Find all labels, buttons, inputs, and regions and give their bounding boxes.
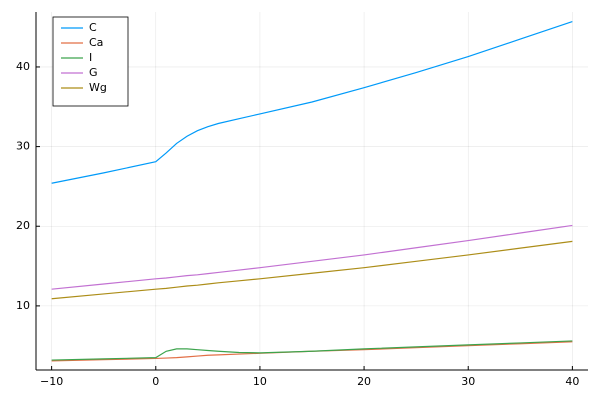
legend-label: Wg: [89, 81, 107, 94]
legend-label: I: [89, 51, 92, 64]
y-tick-label: 20: [16, 219, 30, 232]
line-series: [51, 341, 573, 362]
line-series: [51, 340, 573, 361]
legend-label: Ca: [89, 36, 103, 49]
legend-label: G: [89, 66, 98, 79]
x-tick-label: 0: [152, 375, 159, 388]
x-tick-label: −10: [40, 375, 63, 388]
line-series: [51, 240, 573, 300]
y-tick-label: 30: [16, 140, 30, 153]
x-tick-label: 20: [357, 375, 371, 388]
y-tick-label: 40: [16, 60, 30, 73]
line-series: [51, 224, 573, 290]
line-series: [51, 20, 573, 184]
x-tick-label: 40: [565, 375, 579, 388]
legend-label: C: [89, 21, 97, 34]
legend-box: [52, 16, 129, 107]
y-tick-label: 10: [16, 299, 30, 312]
x-tick-label: 30: [461, 375, 475, 388]
x-tick-label: 10: [253, 375, 267, 388]
